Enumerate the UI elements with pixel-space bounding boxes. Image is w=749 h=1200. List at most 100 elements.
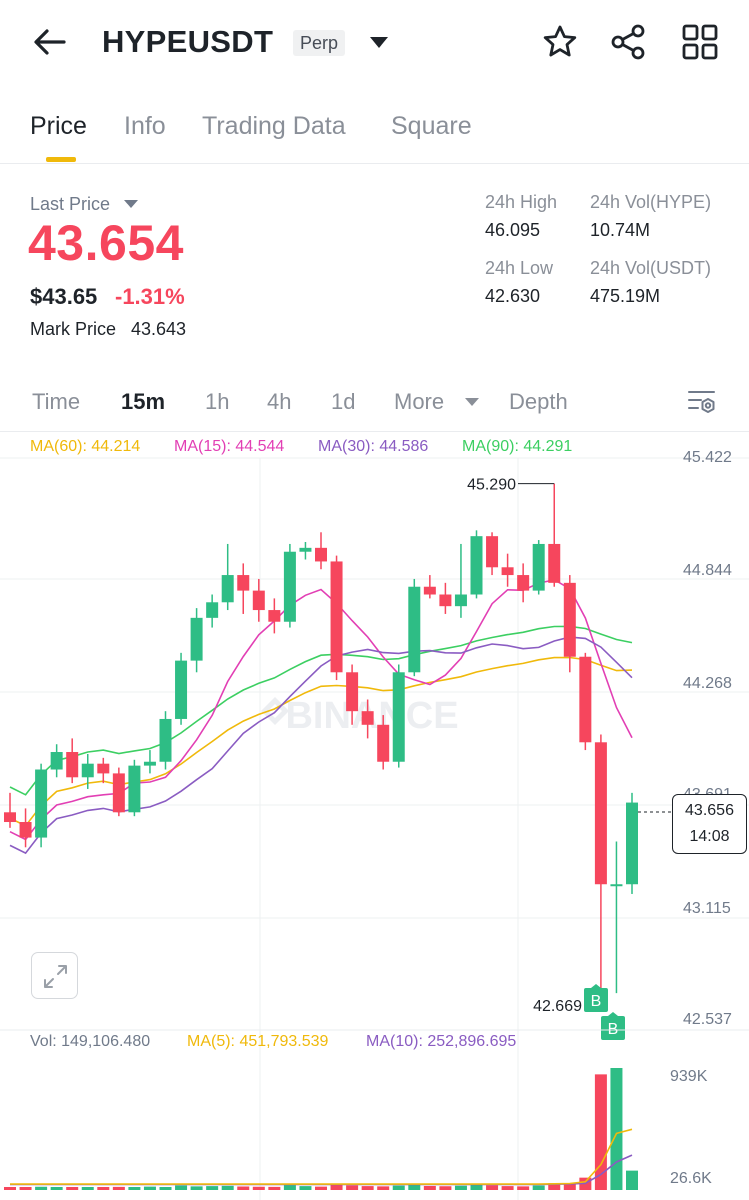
tab-info[interactable]: Info bbox=[124, 112, 166, 140]
volume-bar bbox=[143, 1186, 156, 1190]
candle-body bbox=[408, 586, 421, 673]
high-24h-value: 46.095 bbox=[485, 220, 541, 240]
candle-body bbox=[252, 590, 265, 611]
back-arrow-icon[interactable] bbox=[30, 22, 70, 62]
tab-price[interactable]: Price bbox=[30, 112, 87, 140]
more-dropdown-icon[interactable] bbox=[465, 398, 479, 406]
candle-body bbox=[392, 672, 405, 762]
interval-1h[interactable]: 1h bbox=[205, 389, 230, 414]
candle-body bbox=[377, 724, 390, 762]
volume-bar bbox=[128, 1187, 141, 1190]
last-price-dropdown-icon[interactable] bbox=[124, 200, 138, 208]
candle-body bbox=[439, 594, 452, 607]
low-24h-label: 24h Low bbox=[485, 258, 554, 278]
candle-body bbox=[190, 617, 203, 661]
symbol-title[interactable]: HYPEUSDT bbox=[102, 24, 274, 59]
main-tabs: Price Info Trading Data Square bbox=[0, 100, 749, 164]
grid-icon[interactable] bbox=[680, 22, 720, 62]
volume-bar bbox=[190, 1186, 203, 1190]
current-price-box: 43.656 14:08 bbox=[672, 794, 747, 854]
candle-body bbox=[532, 543, 545, 591]
last-price-value: 43.654 bbox=[28, 215, 184, 271]
candle-body bbox=[594, 742, 607, 885]
volume-bar bbox=[81, 1187, 94, 1190]
volume-axis-label: 26.6K bbox=[670, 1170, 712, 1187]
tab-trading-data[interactable]: Trading Data bbox=[202, 112, 346, 140]
ma90-line bbox=[9, 625, 633, 796]
volume-bar bbox=[408, 1184, 421, 1190]
candle-body bbox=[626, 802, 638, 885]
candle-body bbox=[517, 575, 530, 591]
interval-time[interactable]: Time bbox=[32, 389, 81, 414]
candle-body bbox=[268, 610, 281, 622]
interval-depth[interactable]: Depth bbox=[509, 389, 568, 414]
chart-settings-icon[interactable] bbox=[686, 386, 718, 418]
candle-body bbox=[563, 582, 576, 657]
candle-body bbox=[237, 575, 250, 591]
volume-bar bbox=[563, 1183, 576, 1190]
volume-bar bbox=[330, 1184, 343, 1190]
vol-quote-label: 24h Vol(USDT) bbox=[590, 258, 712, 278]
high-24h-label: 24h High bbox=[485, 192, 558, 212]
candle-body bbox=[50, 752, 63, 770]
top-bar: HYPEUSDT Perp bbox=[0, 0, 749, 86]
volume-bar bbox=[423, 1185, 436, 1190]
candle-body bbox=[486, 536, 499, 568]
interval-1d[interactable]: 1d bbox=[331, 389, 356, 414]
volume-bar bbox=[361, 1186, 374, 1190]
share-icon[interactable] bbox=[609, 22, 649, 62]
contract-type-badge: Perp bbox=[293, 30, 346, 56]
interval-more[interactable]: More bbox=[394, 389, 445, 414]
tab-square[interactable]: Square bbox=[391, 112, 472, 140]
y-axis-label: 43.115 bbox=[683, 900, 731, 917]
volume-bar bbox=[299, 1186, 312, 1190]
volume-bar bbox=[283, 1185, 296, 1190]
volume-bar bbox=[346, 1185, 359, 1190]
candle-body bbox=[221, 575, 234, 603]
vol-ma5-legend: MA(5): 451,793.539 bbox=[187, 1033, 329, 1050]
interval-bar: Time 15m 1h 4h 1d More Depth bbox=[0, 380, 749, 432]
volume-bar bbox=[159, 1187, 172, 1190]
vol-quote-value: 475.19M bbox=[590, 286, 661, 306]
candle-body bbox=[143, 761, 156, 766]
fullscreen-button[interactable] bbox=[31, 952, 78, 999]
volume-bar bbox=[454, 1185, 467, 1190]
candle-body bbox=[97, 763, 110, 774]
volume-bar bbox=[175, 1185, 188, 1190]
last-price-label[interactable]: Last Price bbox=[30, 194, 111, 214]
star-icon[interactable] bbox=[540, 22, 580, 62]
volume-bar bbox=[221, 1185, 234, 1190]
ma60-line bbox=[9, 656, 633, 827]
ma90-legend: MA(90): 44.291 bbox=[462, 438, 573, 455]
candle-body bbox=[315, 547, 327, 562]
y-axis-label: 45.422 bbox=[683, 449, 732, 466]
volume-bar bbox=[517, 1186, 530, 1190]
price-change-percent: -1.31% bbox=[115, 284, 185, 309]
expand-icon bbox=[44, 965, 67, 988]
interval-4h[interactable]: 4h bbox=[267, 389, 292, 414]
candle-body bbox=[579, 656, 592, 743]
candle-countdown: 14:08 bbox=[689, 828, 730, 845]
symbol-dropdown-caret-icon[interactable] bbox=[370, 37, 388, 48]
candle-body bbox=[35, 769, 48, 838]
candle-body bbox=[330, 561, 343, 673]
interval-15m[interactable]: 15m bbox=[121, 389, 166, 414]
mark-price-label: Mark Price bbox=[30, 319, 117, 339]
ma60-legend: MA(60): 44.214 bbox=[30, 438, 141, 455]
volume-bar bbox=[252, 1186, 265, 1190]
candle-body bbox=[66, 752, 79, 778]
candle-body bbox=[19, 822, 32, 838]
volume-bar bbox=[19, 1187, 32, 1190]
y-axis-label: 44.844 bbox=[683, 562, 732, 579]
candle-body bbox=[159, 718, 172, 762]
buy-marker-icon bbox=[584, 984, 608, 1012]
candle-body bbox=[175, 660, 188, 719]
y-axis-label: 44.268 bbox=[683, 675, 732, 692]
candle-body bbox=[501, 567, 514, 576]
low-24h-value: 42.630 bbox=[485, 286, 541, 306]
volume-bar bbox=[315, 1186, 327, 1190]
candle-body bbox=[548, 543, 561, 583]
volume-bar bbox=[97, 1187, 110, 1190]
volume-bar bbox=[35, 1186, 48, 1190]
